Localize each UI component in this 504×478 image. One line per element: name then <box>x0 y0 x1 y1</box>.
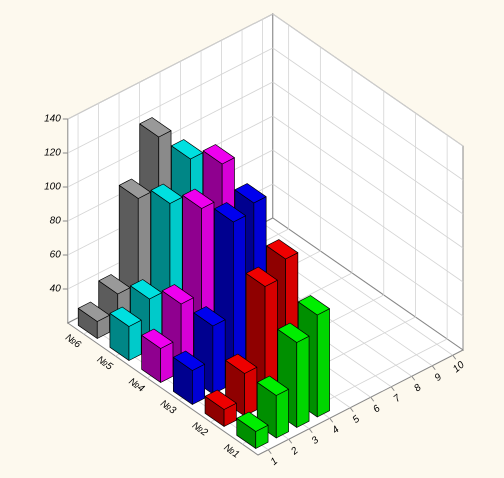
bar-top <box>245 266 278 287</box>
x-tick-label: 5 <box>351 414 363 426</box>
depth-tick-label: №1 <box>221 442 241 460</box>
tick-mark <box>349 407 354 413</box>
bar-top <box>202 144 235 165</box>
bar-top <box>172 350 206 371</box>
x-tick-label: 3 <box>310 435 322 447</box>
x-tick-label: 7 <box>392 393 404 405</box>
bar-top <box>98 274 131 295</box>
bar <box>141 328 174 383</box>
bar-top <box>141 328 174 349</box>
y-tick-label: 100 <box>44 182 61 193</box>
bar-top <box>161 284 194 305</box>
bar-top <box>213 202 247 223</box>
tick-mark <box>329 417 334 423</box>
depth-tick-label: №4 <box>126 376 146 395</box>
bar-top <box>182 188 215 209</box>
bar-top <box>277 322 310 343</box>
bar <box>236 411 269 449</box>
bar-front <box>275 388 289 439</box>
x-tick-label: 6 <box>371 403 383 415</box>
y-tick-label: 120 <box>44 148 61 159</box>
bar-top <box>118 178 151 199</box>
grid-line <box>272 13 464 147</box>
depth-tick-label: №5 <box>95 354 115 373</box>
bar-front <box>316 308 330 418</box>
bar-front <box>244 366 258 417</box>
bar-front <box>160 341 174 383</box>
bar-top <box>193 306 226 327</box>
x-tick-label: 8 <box>412 382 424 394</box>
bar-front <box>128 319 142 361</box>
depth-tick-label: №2 <box>190 420 210 439</box>
bar-top <box>236 411 269 432</box>
x-tick-label: 9 <box>433 372 445 384</box>
grid-line <box>67 13 273 120</box>
grid-line <box>262 222 453 356</box>
bar <box>77 301 110 339</box>
bar-top <box>234 183 267 204</box>
bar <box>256 375 289 439</box>
grid-line <box>67 47 273 154</box>
depth-tick-label: №3 <box>158 398 178 417</box>
bar-top <box>77 301 110 322</box>
bar-top <box>171 139 204 160</box>
x-tick-label: 2 <box>288 445 300 458</box>
tick-mark <box>390 386 395 392</box>
bar-front <box>192 363 206 405</box>
tick-mark <box>288 438 293 444</box>
depth-tick-label: №6 <box>63 332 83 351</box>
bar-top <box>109 306 142 327</box>
bar-top <box>139 117 172 138</box>
bar-top <box>130 279 163 300</box>
bar-top <box>225 353 258 374</box>
grid-line <box>272 115 464 249</box>
grid-line <box>272 81 464 215</box>
x-tick-label: 4 <box>330 424 342 436</box>
bar <box>172 350 206 405</box>
bar-top <box>204 389 237 410</box>
bar-top <box>266 239 299 260</box>
x-tick-label: 10 <box>451 359 467 375</box>
y-tick-label: 80 <box>50 216 62 227</box>
tick-mark <box>411 375 416 381</box>
x-tick-label: 1 <box>269 456 280 468</box>
bar-front <box>296 335 310 428</box>
y-tick-label: 60 <box>50 250 62 261</box>
tick-mark <box>452 354 457 360</box>
bar-top <box>256 375 289 396</box>
bar <box>204 389 237 427</box>
grid-line <box>272 47 464 181</box>
bar-top <box>297 295 330 316</box>
tick-mark <box>431 365 436 371</box>
tick-mark <box>267 449 272 455</box>
bar-front <box>212 319 226 395</box>
bar <box>109 306 142 361</box>
tick-mark <box>370 396 375 402</box>
y-tick-label: 40 <box>50 284 62 295</box>
grid-line <box>272 183 464 317</box>
grid-line <box>272 149 464 283</box>
tick-mark <box>308 428 313 434</box>
bar-top <box>150 183 183 204</box>
y-tick-label: 140 <box>44 114 61 125</box>
